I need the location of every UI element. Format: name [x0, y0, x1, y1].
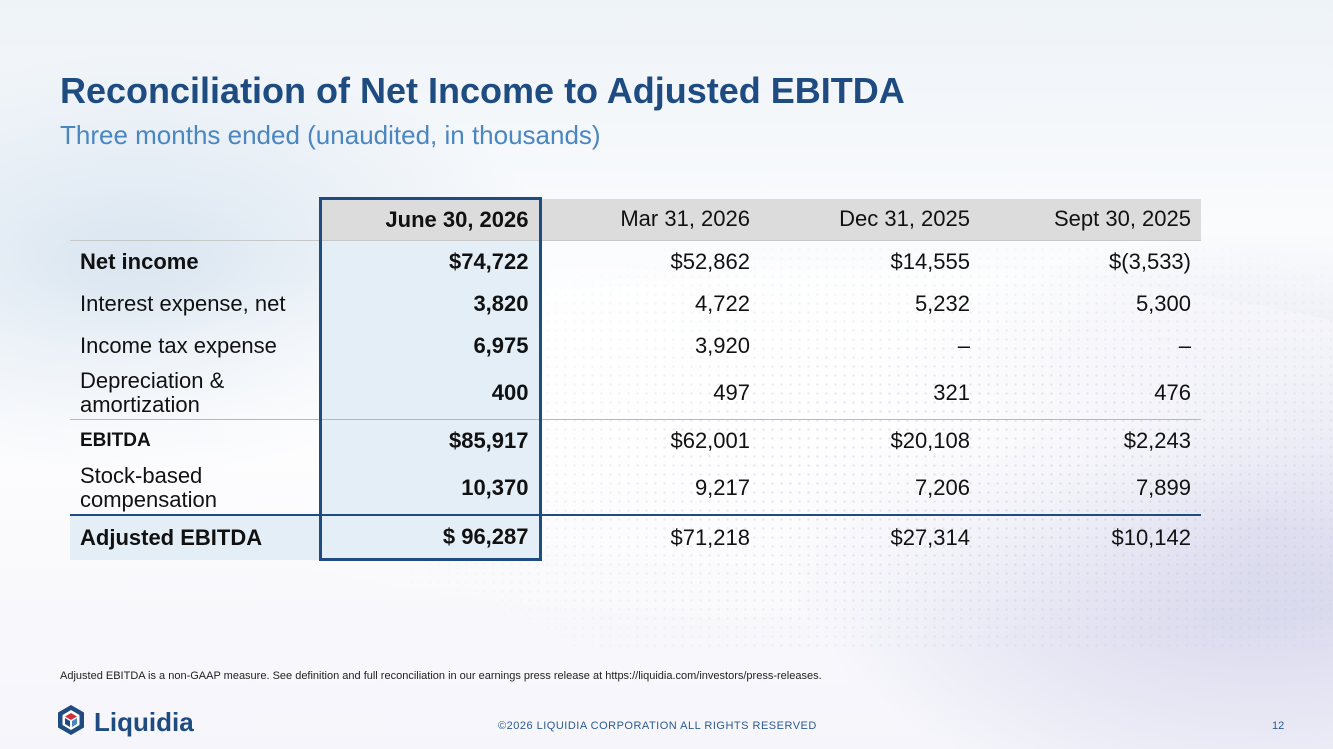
- table-cell: $62,001: [540, 419, 760, 462]
- column-header-current: June 30, 2026: [318, 197, 542, 241]
- table-cell: $2,243: [980, 419, 1201, 462]
- table-cell-current: 3,820: [318, 283, 542, 325]
- page-number: 12: [1272, 720, 1285, 732]
- table-cell: 7,899: [1135, 475, 1191, 500]
- table-row-income-tax: Income tax expense 6,975 3,920 – –: [70, 325, 1201, 367]
- table-header-row: June 30, 2026 Mar 31, 2026 Dec 31, 2025 …: [70, 197, 1201, 241]
- table-cell: $14,555: [760, 240, 980, 283]
- company-logo: Liquidia: [56, 704, 194, 741]
- background-wave: [0, 260, 1333, 680]
- table-cell: 7,206: [914, 475, 970, 500]
- footnote: Adjusted EBITDA is a non-GAAP measure. S…: [60, 670, 822, 682]
- table-cell: $27,314: [760, 514, 980, 560]
- table-cell: 321: [933, 380, 970, 405]
- table-row-depreciation: Depreciation & amortization 400 497 321 …: [70, 367, 1201, 420]
- table-cell: 476: [1154, 380, 1191, 405]
- table-cell: $52,862: [540, 240, 760, 283]
- row-label: Net income: [70, 240, 320, 283]
- table-cell: 5,232: [914, 291, 970, 316]
- table-row-ebitda: EBITDA $85,917 $62,001 $20,108 $2,243: [70, 419, 1201, 462]
- row-label: Stock-based compensation: [80, 463, 217, 512]
- table-row-stock-comp: Stock-based compensation 10,370 9,217 7,…: [70, 462, 1201, 515]
- table-cell-current: $74,722: [318, 240, 542, 283]
- table-cell: 5,300: [1135, 291, 1191, 316]
- copyright-notice: ©2026 LIQUIDIA CORPORATION ALL RIGHTS RE…: [498, 720, 817, 732]
- row-label: Income tax expense: [80, 333, 277, 358]
- liquidia-logo-icon: [56, 704, 86, 741]
- table-row-interest-expense: Interest expense, net 3,820 4,722 5,232 …: [70, 283, 1201, 325]
- table-cell: $20,108: [760, 419, 980, 462]
- row-label: Depreciation & amortization: [80, 368, 225, 417]
- table-cell: $10,142: [980, 514, 1201, 560]
- column-header: Dec 31, 2025: [760, 198, 980, 241]
- reconciliation-table: June 30, 2026 Mar 31, 2026 Dec 31, 2025 …: [70, 197, 1201, 561]
- table-row-net-income: Net income $74,722 $52,862 $14,555 $(3,5…: [70, 240, 1201, 283]
- column-header: Mar 31, 2026: [540, 198, 760, 241]
- logo-text: Liquidia: [94, 706, 194, 737]
- table-cell-current: $85,917: [318, 419, 542, 462]
- column-header: Sept 30, 2025: [980, 198, 1201, 241]
- table-cell-current: 6,975: [318, 325, 542, 367]
- table-cell: 497: [713, 380, 750, 405]
- header-blank-cell: [70, 199, 320, 241]
- table-cell: 9,217: [694, 475, 750, 500]
- slide-subtitle: Three months ended (unaudited, in thousa…: [60, 120, 601, 150]
- row-label: Adjusted EBITDA: [70, 514, 320, 560]
- table-cell-current: 10,370: [318, 462, 542, 515]
- row-label: Interest expense, net: [80, 291, 286, 316]
- table-cell: –: [957, 333, 970, 358]
- table-cell: $(3,533): [980, 240, 1201, 283]
- table-row-adjusted-ebitda: Adjusted EBITDA $ 96,287 $71,218 $27,314…: [70, 514, 1201, 561]
- table-cell: 4,722: [694, 291, 750, 316]
- table-cell: 3,920: [694, 333, 750, 358]
- table-cell-current: 400: [318, 367, 542, 420]
- slide-title: Reconciliation of Net Income to Adjusted…: [60, 70, 905, 111]
- row-label: EBITDA: [70, 419, 320, 462]
- table-cell: –: [1178, 333, 1191, 358]
- table-cell-current: $ 96,287: [318, 514, 542, 561]
- table-cell: $71,218: [540, 514, 760, 560]
